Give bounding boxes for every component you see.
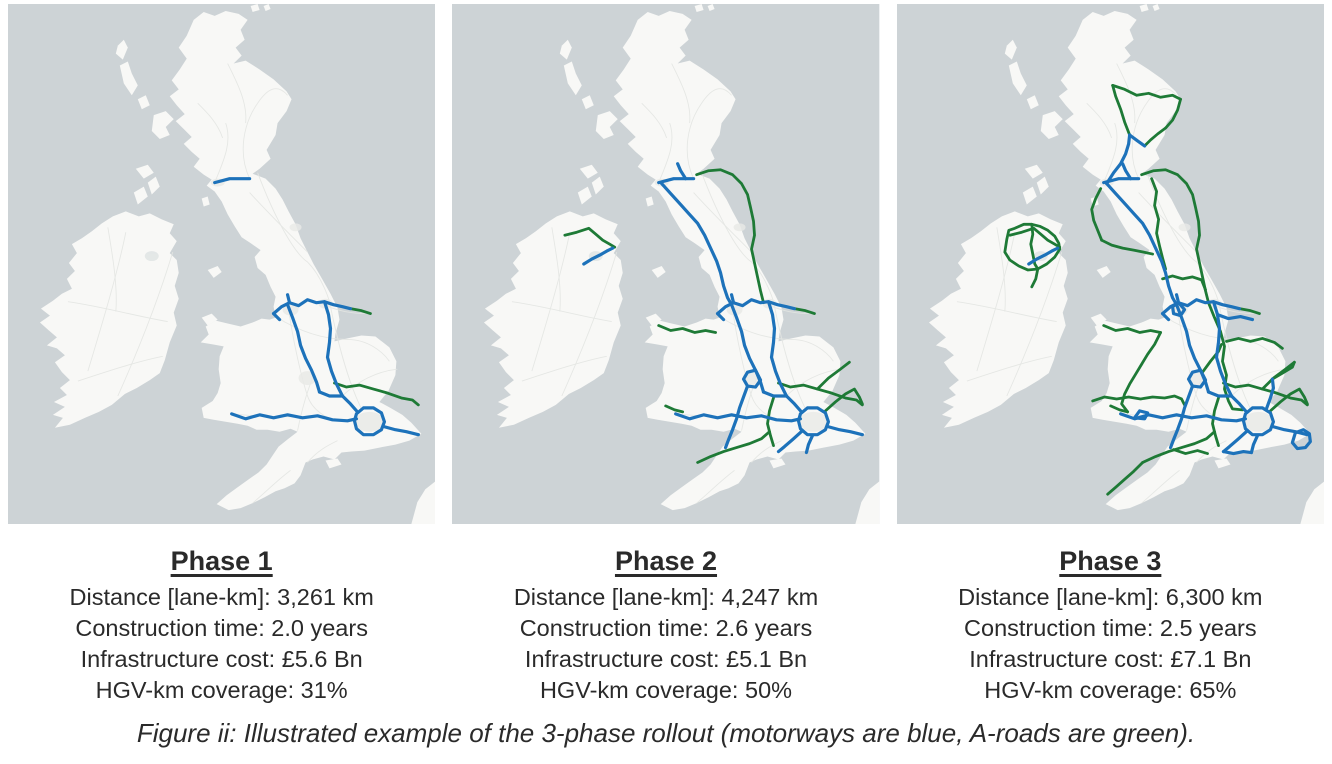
stat-line: Construction time: 2.0 years [75, 615, 368, 641]
stat-line: Infrastructure cost: £5.1 Bn [524, 646, 808, 672]
route-layer-phase-1 [213, 177, 420, 437]
stat-line: Distance [lane-km]: 3,261 km [69, 584, 374, 610]
stat-line: Distance [lane-km]: 6,300 km [958, 584, 1263, 610]
map-panel-phase-3 [896, 4, 1324, 524]
stat-line: HGV-km coverage: 31% [95, 677, 348, 703]
map-panel-phase-2 [452, 4, 880, 524]
stat-line: Distance [lane-km]: 4,247 km [513, 584, 819, 610]
stat-line: Construction time: 2.6 years [519, 615, 813, 641]
phase-2-title: Phase 2 [614, 546, 718, 576]
map-panel-phase-1 [8, 4, 436, 524]
map-phase-2 [452, 4, 880, 524]
map-phase-1 [8, 4, 436, 524]
map-phase-3 [896, 4, 1324, 524]
maps-row [8, 4, 1324, 524]
phase-3-stats: Phase 3 Distance [lane-km]: 6,300 km Con… [897, 546, 1324, 706]
route-layer-phase-2 [563, 162, 865, 464]
stat-line: Infrastructure cost: £7.1 Bn [969, 646, 1252, 672]
phase-1-stats: Phase 1 Distance [lane-km]: 3,261 km Con… [8, 546, 435, 706]
stat-line: Infrastructure cost: £5.6 Bn [80, 646, 363, 672]
route-layer-phase-3 [1003, 83, 1312, 496]
stat-line: Construction time: 2.5 years [964, 615, 1257, 641]
phase-3-title: Phase 3 [1059, 546, 1162, 576]
phase-2-stats: Phase 2 Distance [lane-km]: 4,247 km Con… [452, 546, 879, 706]
stat-line: HGV-km coverage: 50% [539, 677, 793, 703]
stat-line: HGV-km coverage: 65% [984, 677, 1237, 703]
figure-caption: Figure ii: Illustrated example of the 3-… [136, 718, 1196, 748]
phase-1-title: Phase 1 [170, 546, 273, 576]
stats-row: Phase 1 Distance [lane-km]: 3,261 km Con… [0, 546, 1332, 706]
